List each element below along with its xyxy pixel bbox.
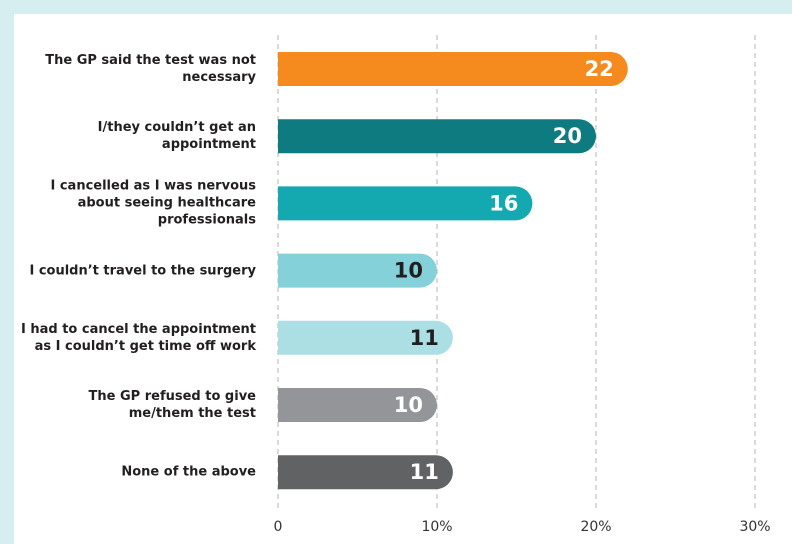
x-tick-label: 10%	[421, 519, 452, 535]
x-tick-label: 30%	[739, 519, 770, 535]
value-label: 11	[410, 326, 439, 350]
bar	[278, 186, 533, 221]
value-label: 20	[553, 124, 582, 148]
bar	[278, 320, 453, 355]
category-label: The GP said the test was not necessary	[45, 53, 256, 85]
category-label: I had to cancel the appointment as I cou…	[20, 321, 256, 354]
category-label: I couldn’t travel to the surgery	[29, 263, 256, 279]
x-tick-label: 20%	[580, 519, 611, 535]
value-label: 22	[585, 57, 614, 81]
value-label: 10	[394, 393, 423, 417]
bar	[278, 119, 596, 154]
value-label: 16	[489, 191, 518, 215]
category-label: I/they couldn’t get an appointment	[97, 120, 256, 153]
bar	[278, 253, 437, 288]
x-tick-label: 0	[274, 519, 283, 535]
category-label: The GP refused to give me/them the test	[88, 389, 256, 421]
bar	[278, 388, 437, 422]
bar	[278, 52, 628, 86]
category-label: None of the above	[121, 464, 256, 480]
category-label: I cancelled as I was nervous about seein…	[50, 178, 256, 228]
bar	[278, 455, 453, 490]
value-label: 10	[394, 259, 423, 283]
value-label: 11	[410, 460, 439, 484]
